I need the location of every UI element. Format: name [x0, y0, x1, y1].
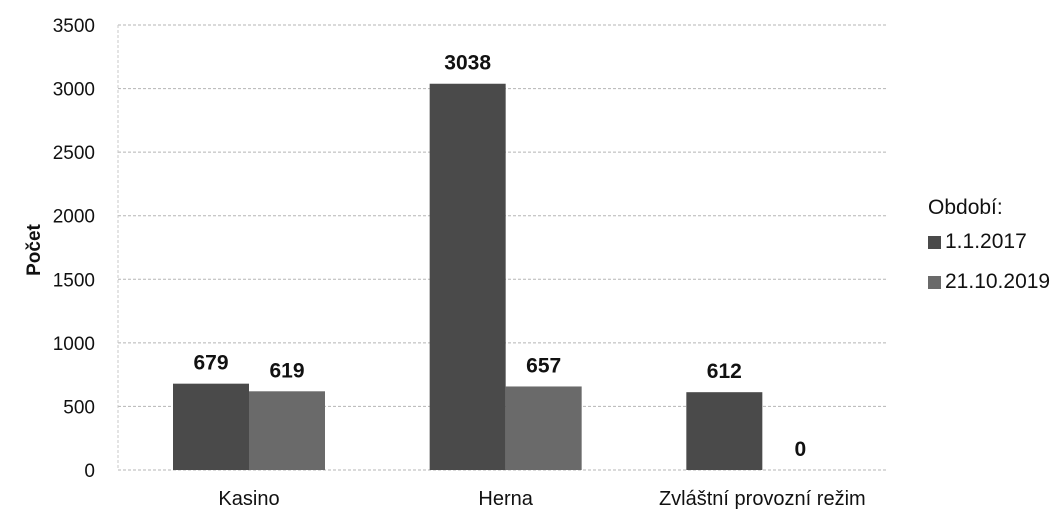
bar — [429, 83, 506, 471]
category-label: Herna — [478, 488, 533, 510]
legend-item: 1.1.2017 — [928, 230, 1050, 254]
y-axis-ticks: 0 500 1000 1500 2000 2500 3000 3500 — [53, 16, 95, 482]
bars — [173, 83, 763, 471]
data-label: 612 — [707, 360, 742, 383]
data-label: 3038 — [444, 52, 491, 75]
y-tick-label: 2500 — [53, 143, 95, 164]
data-labels: 679 619 3038 657 612 0 — [193, 52, 806, 461]
data-label: 657 — [526, 354, 561, 377]
bar — [249, 391, 325, 470]
category-labels: Kasino Herna Zvláštní provozní režim — [218, 488, 865, 510]
y-tick-label: 1000 — [53, 334, 95, 355]
legend: Období: 1.1.2017 21.10.2019 — [928, 196, 1050, 310]
y-tick-label: 500 — [63, 397, 95, 418]
legend-label: 1.1.2017 — [945, 230, 1027, 253]
y-tick-label: 3500 — [53, 16, 95, 37]
bar — [505, 386, 582, 470]
y-tick-label: 3000 — [53, 80, 95, 101]
bar — [173, 383, 249, 470]
category-label: Kasino — [218, 488, 279, 510]
category-label: Zvláštní provozní režim — [659, 488, 866, 510]
data-label: 679 — [193, 352, 228, 375]
y-tick-label: 0 — [84, 461, 95, 482]
legend-title: Období: — [928, 196, 1003, 219]
bar — [686, 392, 763, 470]
y-axis-label: Počet — [24, 223, 45, 275]
y-tick-label: 1500 — [53, 270, 95, 291]
legend-swatch — [928, 275, 941, 289]
y-tick-label: 2000 — [53, 207, 95, 228]
legend-item: 21.10.2019 — [928, 270, 1050, 294]
legend-swatch — [928, 235, 941, 249]
legend-label: 21.10.2019 — [945, 270, 1051, 293]
data-label: 0 — [794, 438, 806, 461]
data-label: 619 — [269, 359, 304, 382]
